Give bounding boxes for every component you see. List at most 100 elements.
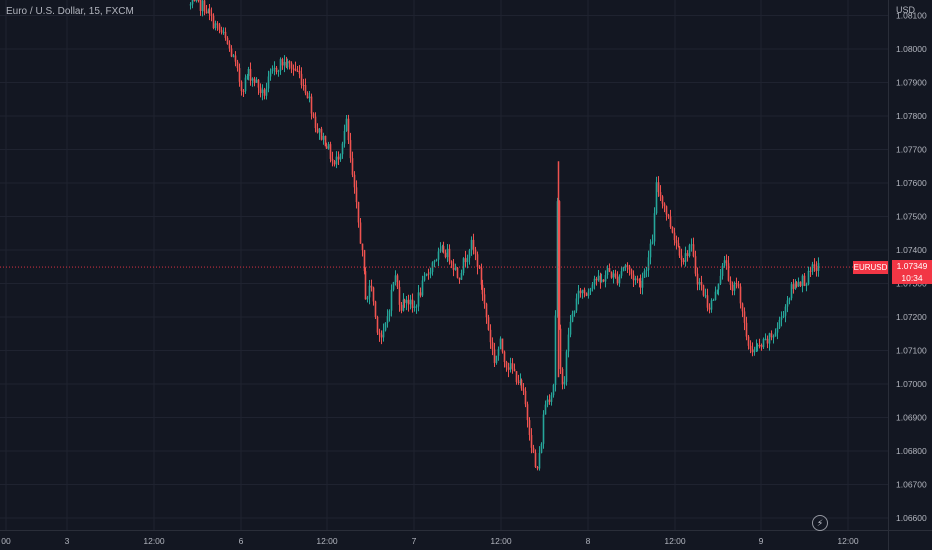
candle-body (189, 4, 192, 6)
candle-body (374, 301, 377, 317)
candle-body (487, 317, 490, 330)
candle-body (251, 78, 254, 81)
candle-body (456, 267, 459, 278)
candle-body (480, 267, 483, 285)
candle-body (517, 381, 520, 383)
candle-body (442, 246, 445, 253)
candle-body (481, 284, 484, 295)
candle-body (259, 87, 262, 94)
candle-body (364, 271, 367, 300)
candle-body (320, 128, 323, 140)
candle-body (277, 70, 280, 72)
candle-body (372, 287, 375, 302)
candle-body (261, 89, 264, 94)
candle-body (497, 349, 500, 356)
candle-body (288, 61, 291, 64)
candle-body (583, 289, 586, 294)
candle-body (729, 280, 732, 285)
candle-body (704, 295, 707, 297)
candle-body (756, 345, 759, 347)
candle-body (368, 285, 371, 298)
candle-body (359, 222, 362, 244)
candle-body (548, 399, 551, 402)
candle-body (647, 257, 650, 271)
candle-body (559, 328, 562, 369)
candle-body (639, 280, 642, 288)
candle-body (439, 249, 442, 252)
candle-body (236, 61, 239, 69)
candle-body (749, 345, 752, 350)
candle-body (267, 76, 270, 89)
candle-body (409, 299, 412, 305)
candle-body (550, 395, 553, 402)
candle-body (392, 282, 395, 290)
time-tick-label: 12:00 (490, 536, 512, 546)
candle-body (538, 452, 541, 469)
candle-body (714, 291, 717, 301)
price-tick-label: 1.07600 (896, 178, 927, 188)
time-tick-label: 00 (1, 536, 11, 546)
candle-body (249, 68, 252, 81)
candle-body (788, 298, 791, 301)
candle-body (437, 251, 440, 260)
candle-body (203, 0, 206, 12)
candle-body (427, 273, 430, 275)
candle-body (283, 61, 286, 66)
candle-body (755, 346, 758, 350)
candle-body (708, 307, 711, 310)
candle-body (193, 0, 196, 2)
candle-body (778, 319, 781, 328)
price-tick-label: 1.07500 (896, 212, 927, 222)
candle-body (813, 264, 816, 267)
candle-body (587, 291, 590, 296)
candle-body (244, 77, 247, 92)
candle-body (304, 85, 307, 93)
candle-body (201, 0, 204, 11)
candle-body (255, 79, 258, 83)
candle-body (302, 84, 305, 86)
price-tick-label: 1.07100 (896, 346, 927, 356)
candle-body (634, 278, 637, 281)
time-axis[interactable]: 00 3 12:00 6 12:00 7 12:00 8 12:00 9 12:00 (1, 536, 859, 546)
candle-body (491, 342, 494, 350)
candle-body (351, 158, 354, 175)
candle-body (335, 156, 338, 165)
candle-body (696, 273, 699, 285)
candle-body (240, 81, 243, 92)
candle-body (407, 299, 410, 305)
candle-body (265, 88, 268, 96)
candle-body (376, 316, 379, 333)
candle-body (329, 144, 332, 159)
candle-body (546, 399, 549, 405)
candle-body (522, 388, 525, 391)
candle-body (739, 286, 742, 304)
candle-body (318, 128, 321, 133)
candle-body (378, 332, 381, 335)
candle-body (415, 306, 418, 308)
candle-body (690, 244, 693, 246)
candle-body (595, 278, 598, 281)
price-tick-label: 1.07900 (896, 78, 927, 88)
candle-body (673, 232, 676, 241)
candle-body (411, 299, 414, 308)
candle-body (760, 345, 763, 348)
candle-body (663, 203, 666, 207)
candle-body (341, 143, 344, 155)
candle-body (220, 29, 223, 33)
candle-body (285, 61, 288, 68)
candle-body (380, 334, 383, 338)
candle-body (700, 281, 703, 286)
candle-body (306, 92, 309, 99)
candle-body (770, 333, 773, 338)
chart-grid (0, 0, 888, 530)
candle-body (669, 216, 672, 227)
price-tick-label: 1.06700 (896, 480, 927, 490)
candle-body (503, 351, 506, 363)
candle-body (618, 275, 621, 284)
candle-body (207, 9, 210, 14)
candle-body (218, 24, 221, 30)
candle-body (579, 290, 582, 294)
candle-body (300, 73, 303, 85)
